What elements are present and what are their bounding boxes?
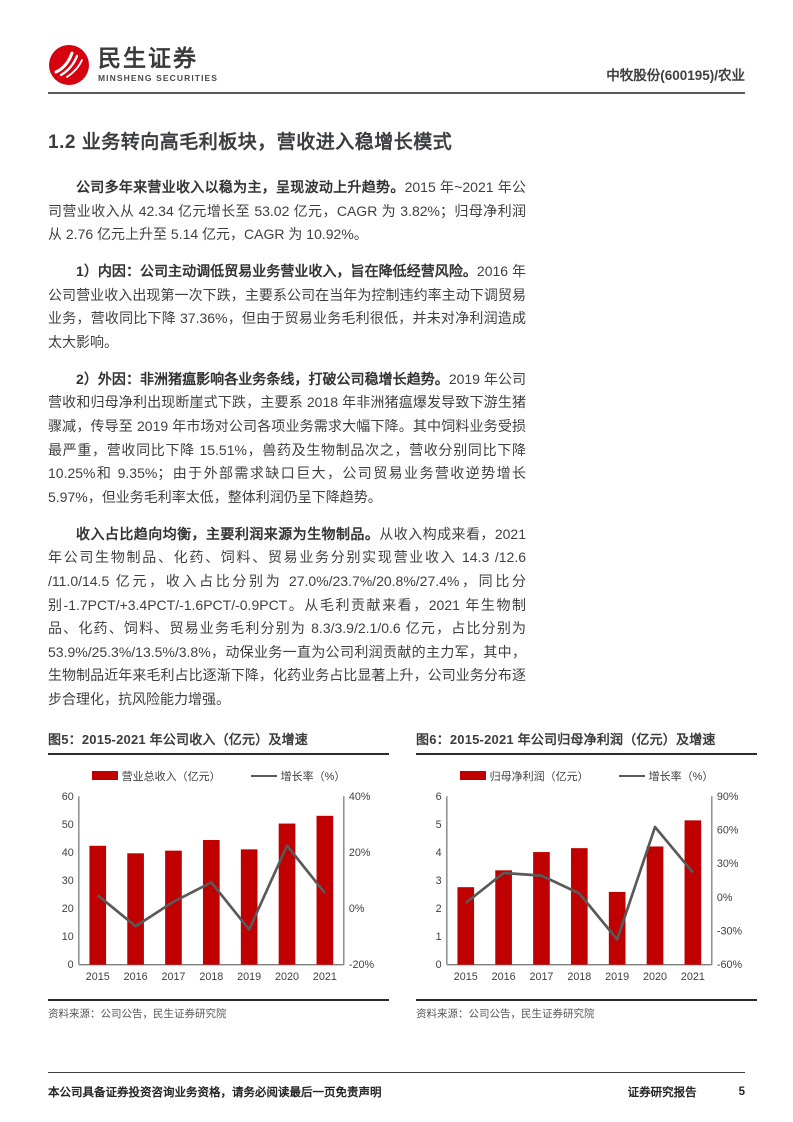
paragraph-rest: 2016 年公司营业收入出现第一次下跌，主要系公司在当年为控制违约率主动下调贸易… [48, 262, 526, 350]
figure6-chart: 0 1 2 3 4 5 6 -60% -30% 0% 30% 60% 90% 2015 2016 2017 20… [416, 788, 757, 993]
svg-text:5: 5 [436, 819, 442, 831]
figure6-card: 图6：2015-2021 年公司归母净利润（亿元）及增速 归母净利润（亿元） 增… [416, 729, 757, 1021]
legend-label: 增长率（%） [648, 770, 714, 783]
legend-label: 增长率（%） [280, 770, 346, 783]
figure5-card: 图5：2015-2021 年公司收入（亿元）及增速 营业总收入（亿元） 增长率（… [48, 729, 389, 1021]
chart-svg: 0 1 2 3 4 5 6 -60% -30% 0% 30% 60% 90% 2015 2016 2017 20… [436, 791, 743, 983]
paragraph-lead: 收入占比趋向均衡，主要利润来源为生物制品。 [76, 525, 380, 542]
svg-text:6: 6 [436, 791, 442, 803]
footer-report-type: 证券研究报告 [627, 1087, 697, 1099]
svg-text:2018: 2018 [199, 971, 223, 983]
legend-label: 营业总收入（亿元） [121, 770, 221, 783]
figure5-title: 图5：2015-2021 年公司收入（亿元）及增速 [48, 729, 389, 755]
brand-text: 民生证券 MINSHENG SECURITIES [98, 47, 218, 83]
svg-text:-30%: -30% [717, 925, 743, 937]
svg-text:2015: 2015 [86, 971, 110, 983]
svg-text:2020: 2020 [275, 971, 299, 983]
svg-text:4: 4 [436, 847, 442, 859]
figure6-source: 资料来源：公司公告，民生证券研究院 [416, 999, 757, 1021]
paragraph-rest: 从收入构成来看，2021 年公司生物制品、化药、饲料、贸易业务分别实现营业收入 … [48, 525, 526, 708]
line-swatch-icon [250, 774, 277, 778]
bar-swatch-icon [91, 771, 118, 781]
paragraph-rest: 2015 年~2021 年公司营业收入从 42.34 亿元增长至 53.02 亿… [48, 179, 527, 243]
svg-text:50: 50 [62, 819, 74, 831]
footer-disclaimer: 本公司具备证券投资咨询业务资格，请务必阅读最后一页免责声明 [48, 1087, 382, 1099]
brand-name-en: MINSHENG SECURITIES [98, 73, 219, 84]
svg-text:2019: 2019 [237, 971, 261, 983]
svg-text:0%: 0% [717, 892, 733, 904]
svg-text:30%: 30% [717, 858, 739, 870]
svg-text:60%: 60% [717, 824, 739, 836]
svg-text:0: 0 [68, 959, 74, 971]
paragraph: 公司多年来营业收入以稳为主，呈现波动上升趋势。2015 年~2021 年公司营业… [48, 176, 526, 247]
paragraph: 1）内因：公司主动调低贸易业务营业收入，旨在降低经营风险。2016 年公司营业收… [48, 260, 526, 355]
legend-item-revenue: 营业总收入（亿元） [91, 768, 221, 784]
svg-text:2020: 2020 [643, 971, 667, 983]
svg-text:2019: 2019 [605, 971, 629, 983]
header-divider [48, 92, 745, 94]
svg-text:20: 20 [62, 903, 74, 915]
svg-text:1: 1 [436, 931, 442, 943]
minsheng-logo-icon [48, 44, 90, 86]
line-swatch-icon [618, 774, 645, 778]
svg-text:-60%: -60% [717, 959, 743, 971]
paragraph-lead: 2）外因：非洲猪瘟影响各业务条线，打破公司稳增长趋势。 [76, 370, 449, 387]
svg-text:3: 3 [436, 875, 442, 887]
svg-text:-20%: -20% [349, 959, 375, 971]
legend-item-netprofit: 归母净利润（亿元） [459, 768, 589, 784]
legend-item-growth: 增长率（%） [618, 768, 714, 784]
svg-text:2016: 2016 [492, 971, 516, 983]
footer-row: 本公司具备证券投资咨询业务资格，请务必阅读最后一页免责声明 证券研究报告 5 [48, 1084, 745, 1100]
svg-text:2015: 2015 [454, 971, 478, 983]
svg-text:0: 0 [436, 959, 442, 971]
legend-item-growth: 增长率（%） [250, 768, 346, 784]
figure5-chart: 0 10 20 30 40 50 60 -20% 0% 20% 40% 2015 2016 2017 201… [48, 788, 389, 993]
footer-divider [48, 1071, 745, 1073]
section-heading: 1.2 业务转向高毛利板块，营收进入稳增长模式 [48, 132, 453, 153]
svg-text:2016: 2016 [124, 971, 148, 983]
paragraph: 2）外因：非洲猪瘟影响各业务条线，打破公司稳增长趋势。2019 年公司营收和归母… [48, 368, 526, 510]
paragraph-lead: 公司多年来营业收入以稳为主，呈现波动上升趋势。 [76, 179, 405, 195]
paragraph-lead: 1）内因：公司主动调低贸易业务营业收入，旨在降低经营风险。 [76, 262, 477, 279]
svg-text:2017: 2017 [529, 971, 553, 983]
bar-swatch-icon [459, 771, 486, 781]
svg-text:2: 2 [436, 903, 442, 915]
body-text: 公司多年来营业收入以稳为主，呈现波动上升趋势。2015 年~2021 年公司营业… [48, 176, 526, 712]
figure5-legend: 营业总收入（亿元） 增长率（%） [48, 768, 389, 784]
stock-label: 中牧股份(600195)/农业 [606, 68, 745, 83]
svg-text:2021: 2021 [681, 971, 705, 983]
svg-text:0%: 0% [349, 903, 365, 915]
chart-svg: 0 10 20 30 40 50 60 -20% 0% 20% 40% 2015 2016 2017 201… [62, 791, 375, 983]
svg-text:90%: 90% [717, 791, 739, 803]
legend-label: 归母净利润（亿元） [489, 770, 589, 783]
paragraph-rest: 2019 年公司营收和归母净利出现断崖式下跌，主要系 2018 年非洲猪瘟爆发导… [48, 370, 526, 505]
brand-block: 民生证券 MINSHENG SECURITIES [48, 44, 218, 86]
page-footer: 本公司具备证券投资咨询业务资格，请务必阅读最后一页免责声明 证券研究报告 5 [48, 1071, 745, 1101]
svg-text:40%: 40% [349, 791, 371, 803]
svg-text:2017: 2017 [161, 971, 185, 983]
page-number: 5 [738, 1086, 745, 1098]
figure6-title: 图6：2015-2021 年公司归母净利润（亿元）及增速 [416, 729, 757, 755]
svg-text:20%: 20% [349, 847, 371, 859]
svg-text:60: 60 [62, 791, 74, 803]
svg-text:10: 10 [62, 931, 74, 943]
figure5-source: 资料来源：公司公告，民生证券研究院 [48, 999, 389, 1021]
figures-row: 图5：2015-2021 年公司收入（亿元）及增速 营业总收入（亿元） 增长率（… [48, 729, 757, 1021]
svg-text:2021: 2021 [313, 971, 337, 983]
svg-text:2018: 2018 [567, 971, 591, 983]
svg-text:30: 30 [62, 875, 74, 887]
figure6-legend: 归母净利润（亿元） 增长率（%） [416, 768, 757, 784]
svg-text:40: 40 [62, 847, 74, 859]
page-header: 民生证券 MINSHENG SECURITIES 中牧股份(600195)/农业 [48, 0, 745, 86]
brand-name-cn: 民生证券 [98, 45, 198, 72]
paragraph: 收入占比趋向均衡，主要利润来源为生物制品。从收入构成来看，2021 年公司生物制… [48, 523, 526, 712]
